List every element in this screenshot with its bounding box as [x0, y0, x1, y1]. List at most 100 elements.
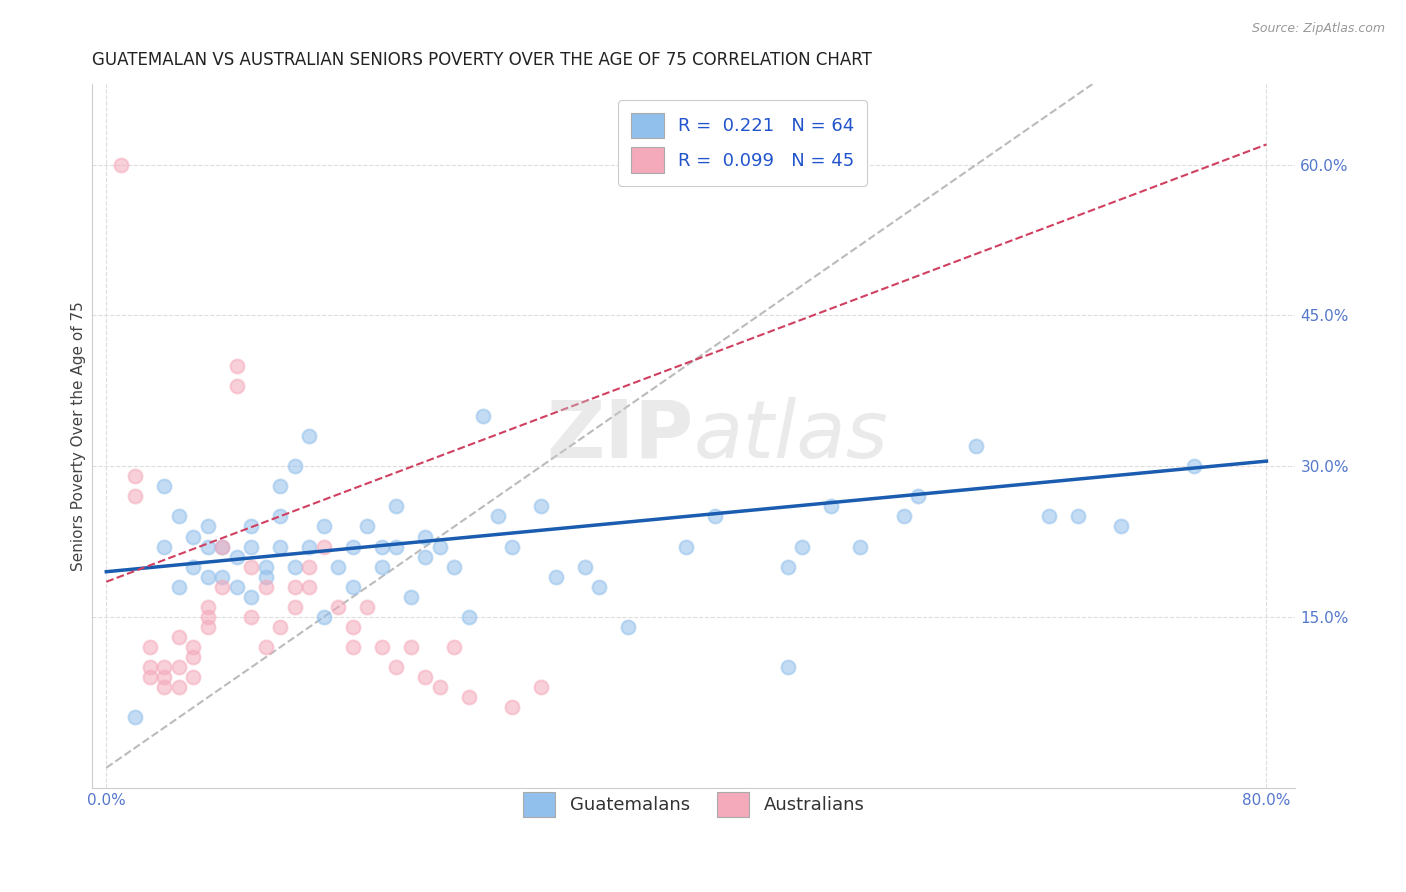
- Point: [486, 509, 509, 524]
- Point: [197, 620, 219, 634]
- Point: [415, 670, 437, 684]
- Point: [530, 681, 553, 695]
- Text: Source: ZipAtlas.com: Source: ZipAtlas.com: [1251, 22, 1385, 36]
- Point: [167, 509, 190, 524]
- Point: [181, 670, 204, 684]
- Point: [617, 620, 640, 634]
- Point: [181, 529, 204, 543]
- Point: [269, 620, 291, 634]
- Point: [167, 660, 190, 674]
- Point: [284, 599, 307, 614]
- Point: [254, 640, 277, 654]
- Point: [124, 710, 146, 724]
- Point: [110, 157, 132, 171]
- Point: [197, 519, 219, 533]
- Point: [240, 540, 263, 554]
- Point: [153, 681, 176, 695]
- Point: [328, 599, 350, 614]
- Point: [153, 670, 176, 684]
- Point: [124, 489, 146, 503]
- Point: [225, 580, 247, 594]
- Point: [501, 700, 523, 714]
- Point: [704, 509, 727, 524]
- Point: [356, 599, 378, 614]
- Point: [342, 640, 364, 654]
- Point: [284, 559, 307, 574]
- Point: [530, 500, 553, 514]
- Point: [328, 559, 350, 574]
- Point: [776, 559, 799, 574]
- Point: [211, 570, 233, 584]
- Text: ZIP: ZIP: [547, 397, 693, 475]
- Point: [429, 681, 451, 695]
- Text: GUATEMALAN VS AUSTRALIAN SENIORS POVERTY OVER THE AGE OF 75 CORRELATION CHART: GUATEMALAN VS AUSTRALIAN SENIORS POVERTY…: [91, 51, 872, 69]
- Point: [211, 540, 233, 554]
- Point: [284, 580, 307, 594]
- Point: [588, 580, 610, 594]
- Point: [457, 610, 479, 624]
- Point: [167, 681, 190, 695]
- Point: [415, 549, 437, 564]
- Point: [298, 559, 321, 574]
- Point: [269, 479, 291, 493]
- Point: [153, 540, 176, 554]
- Point: [197, 610, 219, 624]
- Point: [371, 540, 394, 554]
- Point: [1182, 459, 1205, 474]
- Point: [254, 559, 277, 574]
- Point: [820, 500, 842, 514]
- Point: [1038, 509, 1060, 524]
- Point: [225, 549, 247, 564]
- Point: [197, 570, 219, 584]
- Point: [385, 540, 408, 554]
- Point: [342, 620, 364, 634]
- Point: [371, 559, 394, 574]
- Point: [298, 540, 321, 554]
- Point: [211, 580, 233, 594]
- Point: [399, 590, 422, 604]
- Point: [1111, 519, 1133, 533]
- Point: [269, 540, 291, 554]
- Point: [792, 540, 814, 554]
- Point: [907, 489, 929, 503]
- Point: [197, 540, 219, 554]
- Point: [965, 439, 987, 453]
- Point: [225, 359, 247, 373]
- Point: [240, 519, 263, 533]
- Point: [501, 540, 523, 554]
- Point: [269, 509, 291, 524]
- Point: [574, 559, 596, 574]
- Point: [139, 670, 162, 684]
- Point: [240, 559, 263, 574]
- Point: [385, 500, 408, 514]
- Point: [371, 640, 394, 654]
- Point: [197, 599, 219, 614]
- Point: [181, 650, 204, 665]
- Point: [225, 378, 247, 392]
- Point: [254, 570, 277, 584]
- Point: [181, 640, 204, 654]
- Point: [399, 640, 422, 654]
- Point: [298, 580, 321, 594]
- Point: [254, 580, 277, 594]
- Point: [139, 660, 162, 674]
- Point: [429, 540, 451, 554]
- Point: [240, 610, 263, 624]
- Point: [457, 690, 479, 705]
- Point: [181, 559, 204, 574]
- Point: [167, 630, 190, 644]
- Point: [443, 640, 465, 654]
- Point: [443, 559, 465, 574]
- Point: [893, 509, 915, 524]
- Point: [356, 519, 378, 533]
- Point: [776, 660, 799, 674]
- Point: [544, 570, 567, 584]
- Point: [675, 540, 697, 554]
- Legend: Guatemalans, Australians: Guatemalans, Australians: [516, 785, 872, 824]
- Point: [153, 660, 176, 674]
- Point: [211, 540, 233, 554]
- Point: [240, 590, 263, 604]
- Point: [167, 580, 190, 594]
- Point: [124, 469, 146, 483]
- Point: [312, 519, 335, 533]
